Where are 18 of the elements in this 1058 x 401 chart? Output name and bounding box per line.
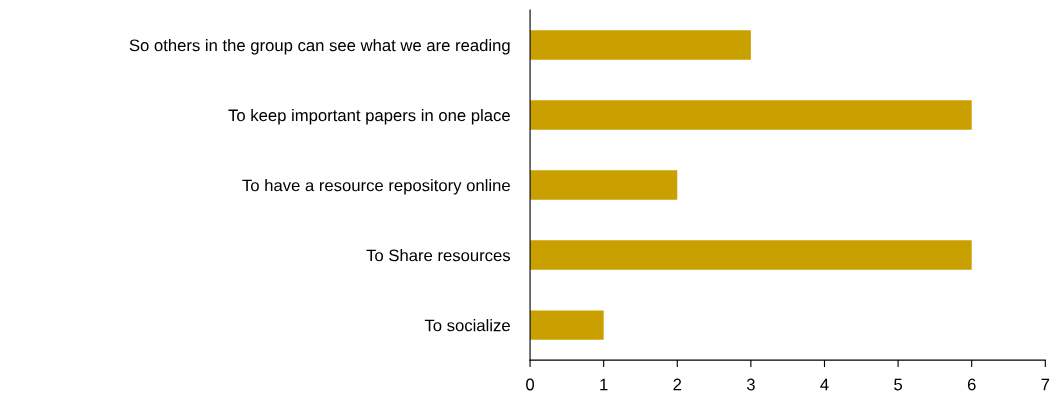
- x-tick-label: 6: [967, 378, 976, 391]
- y-tick-label: To socialize: [424, 319, 510, 332]
- x-tick-label: 3: [746, 378, 755, 391]
- x-tick-label: 5: [894, 378, 903, 391]
- y-tick-label: To keep important papers in one place: [228, 109, 510, 125]
- bar: [530, 30, 751, 60]
- y-tick-label: To Share resources: [366, 249, 511, 262]
- x-tick-label: 0: [526, 378, 535, 391]
- x-tick-label: 7: [1041, 378, 1050, 391]
- x-tick-label: 4: [820, 378, 829, 391]
- x-tick-label: 2: [673, 378, 682, 391]
- x-tick-label: 1: [600, 378, 608, 391]
- bar: [530, 310, 604, 340]
- bar: [530, 170, 678, 200]
- y-tick-label: To have a resource repository online: [242, 179, 510, 195]
- bar: [530, 100, 972, 130]
- y-tick-label: So others in the group can see what we are reading: [129, 38, 510, 55]
- bar: [530, 240, 972, 270]
